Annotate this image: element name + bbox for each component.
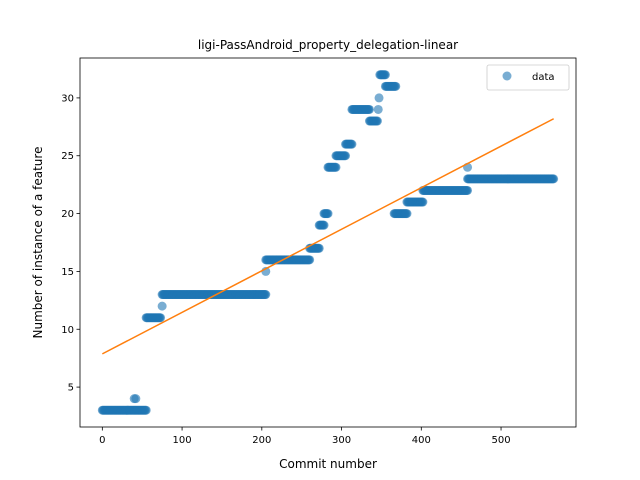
data-point [374,93,384,103]
legend-marker-data [502,71,512,81]
y-tick-label: 15 [61,267,74,278]
data-point [141,405,151,415]
y-tick-label: 5 [68,383,74,394]
x-tick-label: 500 [491,435,510,446]
x-tick-label: 100 [173,435,192,446]
data-point [319,220,329,230]
data-point [157,301,167,311]
legend: data [486,64,570,91]
data-point [347,139,357,149]
data-point [314,243,324,253]
x-tick-label: 400 [412,435,431,446]
chart-title: ligi-PassAndroid_property_delegation-lin… [198,38,458,52]
data-point [305,255,315,265]
legend-box [486,64,570,91]
y-tick-label: 10 [61,325,74,336]
x-tick-label: 0 [99,435,105,446]
x-axis-label: Commit number [279,457,377,471]
data-point [364,104,374,114]
y-tick-label: 25 [61,151,74,162]
data-point [380,70,390,80]
data-point [391,81,401,91]
data-point [463,185,473,195]
plot-frame [79,57,577,428]
x-axis: 0 100 200 300 400 500 [99,427,511,446]
legend-label-data: data [532,72,555,83]
y-axis: 5 10 15 20 25 30 [61,93,80,394]
data-point [156,313,166,323]
x-tick-label: 300 [332,435,351,446]
x-tick-label: 200 [252,435,271,446]
data-point [331,162,341,172]
y-axis-label: Number of instance of a feature [31,147,45,339]
data-point [341,151,351,161]
data-point [372,116,382,126]
data-point [402,209,412,219]
data-point [549,174,559,184]
y-tick-label: 30 [61,93,74,104]
y-tick-label: 20 [61,209,74,220]
data-marks [97,70,559,415]
data-point [373,104,383,114]
data-point [323,209,333,219]
data-point [131,394,141,404]
data-point [261,290,271,300]
fit-line [101,118,555,355]
data-point [418,197,428,207]
